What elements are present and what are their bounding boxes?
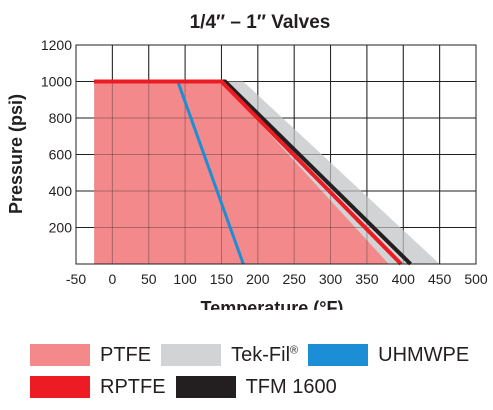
legend-label-rptfe: RPTFE xyxy=(100,376,166,398)
line-uhmwpe xyxy=(176,80,245,265)
legend-swatch-tek-fil xyxy=(161,344,222,366)
legend-swatch-tfm-1600 xyxy=(175,376,236,398)
x-axis-label: Temperature (°F) xyxy=(201,298,344,310)
legend-item-rptfe: RPTFE xyxy=(30,376,166,398)
y-tick-label: 400 xyxy=(49,183,73,199)
legend-swatch-ptfe xyxy=(30,344,90,366)
legend-label-ptfe: PTFE xyxy=(100,344,152,366)
legend-label-tfm-1600: TFM 1600 xyxy=(245,376,337,398)
line-rptfe xyxy=(94,79,403,266)
legend-swatch-rptfe xyxy=(30,376,90,398)
legend-row: RPTFE TFM 1600 xyxy=(30,374,490,400)
legend: PTFE Tek-Fil® UHMWPE RPTFE TFM 1600 xyxy=(30,342,490,406)
legend-item-ptfe: PTFE xyxy=(30,344,151,366)
y-axis-label: Pressure (psi) xyxy=(6,94,26,214)
x-tick-label: -50 xyxy=(66,271,86,287)
x-tick-label: 100 xyxy=(173,271,197,287)
legend-row: PTFE Tek-Fil® UHMWPE xyxy=(30,342,490,368)
legend-swatch-uhmwpe xyxy=(308,344,369,366)
x-tick-label: 300 xyxy=(319,271,343,287)
legend-item-tek-fil: Tek-Fil® xyxy=(161,344,298,366)
y-tick-label: 800 xyxy=(49,110,73,126)
area-layer xyxy=(94,81,440,264)
line-layer xyxy=(94,79,412,266)
pressure-temperature-chart: 1/4″ – 1″ Valves -50 0 50 100 150 200 250 300 35… xyxy=(6,12,488,310)
x-tick-label: 200 xyxy=(246,271,270,287)
y-tick-label: 1200 xyxy=(41,37,72,53)
y-tick-label: 1000 xyxy=(41,74,72,90)
legend-label-tek-fil-text: Tek-Fil xyxy=(231,344,291,366)
x-tick-label: 400 xyxy=(392,271,416,287)
legend-item-uhmwpe: UHMWPE xyxy=(308,344,469,366)
legend-label-uhmwpe: UHMWPE xyxy=(378,344,470,366)
x-tick-label: 150 xyxy=(210,271,234,287)
legend-item-tfm-1600: TFM 1600 xyxy=(175,376,337,398)
x-tick-label: 250 xyxy=(283,271,307,287)
x-tick-label: 50 xyxy=(141,271,157,287)
x-tick-label: 500 xyxy=(464,271,488,287)
legend-label-tek-fil: Tek-Fil® xyxy=(231,344,298,366)
x-tick-label: 450 xyxy=(428,271,452,287)
x-tick-label: 350 xyxy=(355,271,379,287)
x-tick-label: 0 xyxy=(108,271,116,287)
area-ptfe xyxy=(94,81,389,264)
tick-labels: -50 0 50 100 150 200 250 300 350 400 450 500 200 400 6… xyxy=(41,37,488,287)
registered-mark: ® xyxy=(290,344,299,357)
plot-frame xyxy=(75,44,477,265)
chart-title: 1/4″ – 1″ Valves xyxy=(190,12,331,33)
y-tick-label: 600 xyxy=(49,147,73,163)
y-tick-label: 200 xyxy=(49,220,73,236)
